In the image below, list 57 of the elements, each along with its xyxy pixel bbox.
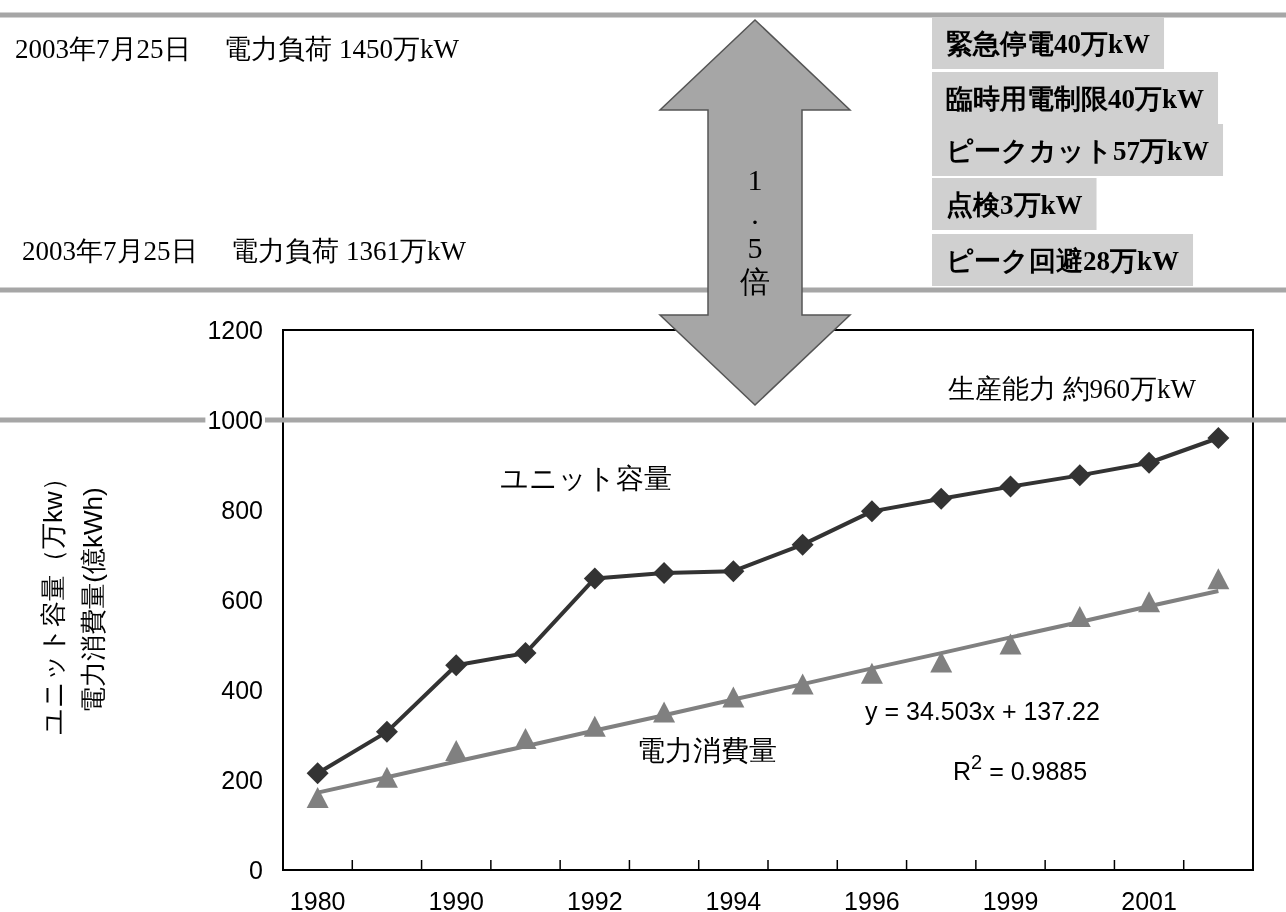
y-tick-label: 1000 [207, 406, 263, 434]
point [930, 487, 953, 510]
point [306, 762, 329, 785]
point [445, 654, 468, 677]
point [306, 786, 329, 808]
point [791, 673, 814, 695]
point [653, 562, 676, 584]
point [653, 701, 676, 723]
text: ピーク回避28万kW [946, 246, 1180, 276]
point [930, 651, 953, 673]
text: 2003年7月25日 電力負荷 1450万kW [15, 34, 460, 64]
point [722, 686, 745, 708]
double-arrow: 1.5倍 [658, 18, 852, 407]
point [1138, 591, 1161, 613]
x-tick-label: 1996 [844, 887, 900, 912]
x-tick-label: 1992 [566, 887, 623, 912]
text: ピークカット57万kW [946, 136, 1210, 166]
point [1068, 606, 1091, 627]
text: ユニット容量 [500, 463, 672, 494]
point [375, 766, 398, 788]
point [514, 642, 537, 665]
y-axis-title: 電力消費量(億kWh) [78, 487, 108, 713]
text: 点検3万kW [946, 190, 1083, 220]
y-tick-label: 1200 [207, 316, 263, 344]
text: 2003年7月25日 電力負荷 1361万kW [22, 236, 467, 266]
x-tick-label: 1980 [289, 887, 346, 912]
point [1068, 464, 1091, 487]
point [999, 633, 1022, 655]
y-tick-label: 400 [221, 676, 263, 704]
point [860, 662, 883, 684]
y-tick-label: 0 [249, 856, 263, 884]
x-tick-label: 1990 [428, 887, 485, 912]
point [514, 727, 537, 749]
y-tick-label: 200 [221, 766, 263, 794]
point [1138, 451, 1161, 474]
point [860, 500, 883, 523]
point [722, 560, 745, 583]
x-tick-label: 2001 [1121, 887, 1177, 912]
annotation: y = 34.503x + 137.22 [865, 697, 1100, 725]
point [791, 533, 814, 556]
y-tick-label: 600 [221, 586, 263, 614]
point [999, 475, 1022, 498]
text: ユニット容量（万kw） [38, 465, 68, 735]
point [375, 720, 398, 743]
point [1207, 427, 1230, 449]
point [583, 715, 606, 737]
point [445, 740, 468, 762]
annotation: 生産能力 約960万kW [947, 374, 1197, 404]
x-tick-label: 1999 [982, 887, 1039, 912]
series-label: 電力消費量 [637, 735, 777, 766]
text: 臨時用電制限40万kW [946, 84, 1205, 114]
annotation: R$^{2}$ = 0.9885 [953, 751, 1088, 785]
point [583, 567, 606, 590]
x-tick-label: 1994 [705, 887, 762, 912]
text: 緊急停電40万kW [946, 29, 1151, 59]
point [1207, 568, 1230, 590]
y-tick-label: 800 [221, 496, 263, 524]
